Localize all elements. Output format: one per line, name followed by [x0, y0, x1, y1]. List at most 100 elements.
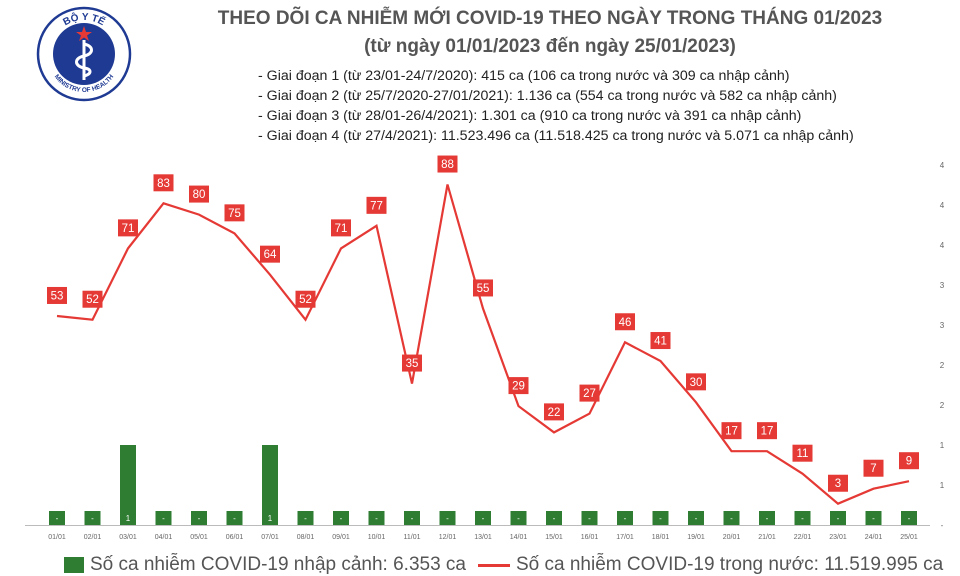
bar-21/01 — [759, 511, 775, 525]
bar-label-15/01: - — [553, 514, 556, 523]
data-label-12/01: 88 — [441, 159, 454, 171]
bar-11/01 — [404, 511, 420, 525]
bar-16/01 — [581, 511, 598, 525]
bar-label-22/01: - — [801, 514, 804, 523]
data-label-box-15/01 — [544, 403, 564, 421]
legend-bar-label: Số ca nhiễm COVID-19 nhập cảnh: 6.353 ca — [90, 554, 467, 575]
data-label-15/01: 22 — [548, 407, 561, 419]
data-label-24/01: 7 — [870, 463, 876, 475]
bar-23/01 — [830, 511, 846, 525]
x-tick-label-22/01: 22/01 — [794, 534, 812, 541]
x-tick-label-09/01: 09/01 — [332, 534, 350, 541]
x-tick-label-10/01: 10/01 — [368, 534, 386, 541]
data-label-07/01: 64 — [264, 249, 277, 261]
data-label-box-13/01 — [473, 279, 493, 297]
chart-subtitle: (từ ngày 01/01/2023 đến ngày 25/01/2023) — [364, 36, 736, 57]
phase-1-text: - Giai đoạn 1 (từ 23/01-24/7/2020): 415 … — [258, 68, 790, 84]
data-label-09/01: 71 — [335, 223, 348, 235]
bar-24/01 — [865, 511, 882, 525]
bar-label-11/01: - — [411, 514, 414, 523]
x-tick-label-23/01: 23/01 — [829, 534, 847, 541]
bar-22/01 — [794, 511, 811, 525]
data-label-box-01/01 — [47, 286, 67, 304]
bar-label-19/01: - — [695, 514, 698, 523]
bar-04/01 — [155, 511, 172, 525]
data-label-box-24/01 — [863, 459, 884, 477]
legend: Số ca nhiễm COVID-19 nhập cảnh: 6.353 ca… — [0, 552, 960, 576]
data-label-11/01: 35 — [406, 358, 419, 370]
data-label-box-08/01 — [295, 290, 316, 308]
x-tick-label-14/01: 14/01 — [510, 534, 528, 541]
right-axis-tick-label: 1 — [940, 441, 945, 450]
data-label-01/01: 53 — [51, 290, 64, 302]
right-axis-tick-label: 2 — [940, 401, 945, 410]
x-tick-label-04/01: 04/01 — [155, 534, 173, 541]
bar-label-08/01: - — [304, 514, 307, 523]
bar-label-20/01: - — [730, 514, 733, 523]
data-label-box-23/01 — [828, 474, 848, 492]
x-tick-label-11/01: 11/01 — [404, 534, 421, 541]
right-axis-tick-label: 4 — [940, 241, 945, 250]
data-label-box-09/01 — [331, 219, 351, 237]
x-tick-label-24/01: 24/01 — [865, 534, 883, 541]
x-tick-label-17/01: 17/01 — [616, 534, 634, 541]
bar-label-02/01: - — [91, 514, 94, 523]
x-tick-label-02/01: 02/01 — [84, 534, 102, 541]
data-label-box-18/01 — [650, 332, 671, 350]
bar-09/01 — [333, 511, 349, 525]
phase-2-text: - Giai đoạn 2 (từ 25/7/2020-27/01/2021):… — [258, 88, 837, 104]
bar-label-25/01: - — [908, 514, 911, 523]
right-axis-tick-label: 1 — [940, 481, 945, 490]
data-label-23/01: 3 — [835, 478, 841, 490]
right-axis-tick-label: 4 — [940, 201, 945, 210]
x-tick-label-12/01: 12/01 — [439, 534, 457, 541]
bar-label-16/01: - — [588, 514, 591, 523]
data-label-box-19/01 — [686, 373, 706, 391]
logo-top-text: BỘ Y TẾ — [61, 10, 107, 28]
data-label-19/01: 30 — [690, 377, 703, 389]
data-label-box-04/01 — [153, 174, 174, 192]
bar-02/01 — [84, 511, 101, 525]
x-tick-label-08/01: 08/01 — [297, 534, 315, 541]
bar-06/01 — [226, 511, 243, 525]
chart-title: THEO DÕI CA NHIỄM MỚI COVID-19 THEO NGÀY… — [217, 8, 883, 29]
bar-19/01 — [688, 511, 704, 525]
data-label-box-06/01 — [224, 204, 245, 222]
bar-label-23/01: - — [837, 514, 840, 523]
x-tick-label-16/01: 16/01 — [581, 534, 599, 541]
data-label-21/01: 17 — [761, 426, 774, 438]
serpent-icon — [75, 42, 93, 78]
legend-item-line: Số ca nhiễm COVID-19 trong nước: 11.519.… — [478, 554, 943, 576]
bar-label-06/01: - — [233, 514, 236, 523]
data-label-25/01: 9 — [906, 456, 912, 468]
data-label-14/01: 29 — [512, 381, 525, 393]
legend-line-label: Số ca nhiễm COVID-19 trong nước: 11.519.… — [516, 554, 944, 575]
data-label-box-10/01 — [366, 196, 387, 214]
data-label-13/01: 55 — [477, 283, 490, 295]
bar-13/01 — [475, 511, 491, 525]
bar-07/01 — [262, 445, 278, 525]
data-label-box-16/01 — [579, 384, 600, 402]
data-label-10/01: 77 — [370, 200, 383, 212]
data-label-04/01: 83 — [157, 178, 170, 190]
x-tick-label-05/01: 05/01 — [190, 534, 208, 541]
x-tick-label-19/01: 19/01 — [687, 534, 705, 541]
right-axis-tick-label: 3 — [940, 321, 945, 330]
phase-3-text: - Giai đoạn 3 (từ 28/01-26/4/2021): 1.30… — [258, 108, 802, 124]
data-label-02/01: 52 — [86, 294, 99, 306]
data-label-box-03/01 — [118, 219, 138, 237]
legend-item-bar: Số ca nhiễm COVID-19 nhập cảnh: 6.353 ca — [64, 554, 466, 576]
right-axis: 1 1 2 2 3 3 4 4 4 - — [940, 161, 945, 530]
data-label-box-02/01 — [82, 290, 103, 308]
x-tick-label-07/01: 07/01 — [261, 534, 279, 541]
bar-label-01/01: - — [56, 514, 59, 523]
x-tick-label-21/01: 21/01 — [758, 534, 776, 541]
bar-series: - - 1 - - - 1 - - - - - - - - - - - - - - - - - - — [49, 445, 917, 525]
bar-label-18/01: - — [659, 514, 662, 523]
data-label-box-12/01 — [437, 155, 458, 173]
x-tick-label-25/01: 25/01 — [900, 534, 918, 541]
bar-18/01 — [652, 511, 669, 525]
bar-label-21/01: - — [766, 514, 769, 523]
data-label-05/01: 80 — [193, 189, 206, 201]
data-label-06/01: 75 — [228, 208, 241, 220]
